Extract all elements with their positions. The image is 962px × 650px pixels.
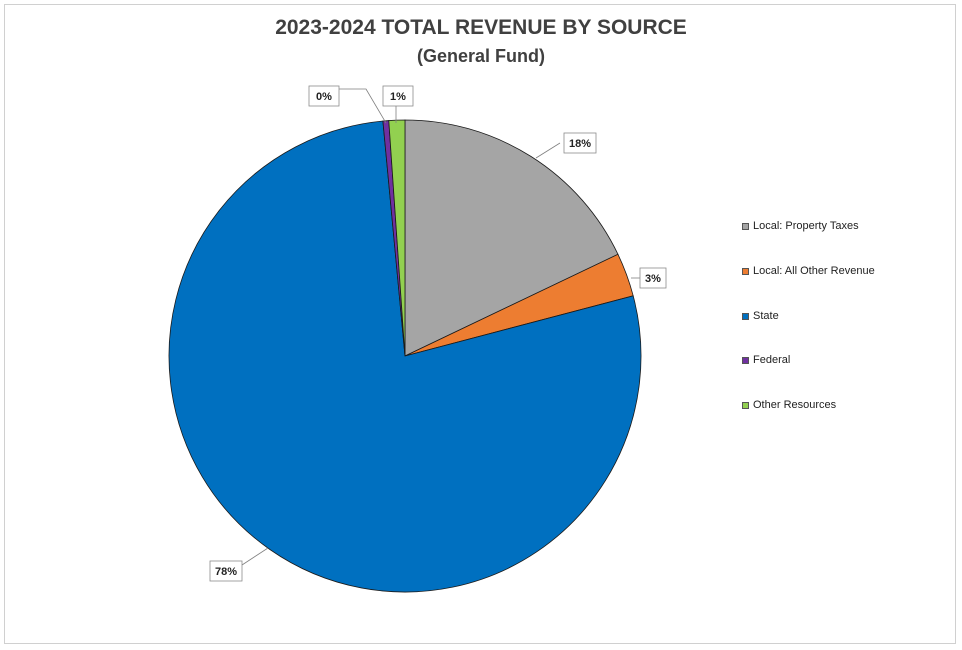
leader-line: [241, 547, 269, 566]
data-label: 0%: [316, 91, 332, 103]
chart-subtitle: (General Fund): [416, 46, 545, 66]
data-label-box: [382, 85, 414, 107]
legend-item-other-resources: Other Resources: [742, 399, 836, 411]
legend-label: Federal: [753, 354, 791, 366]
legend-swatch: [742, 401, 749, 409]
leader-line: [339, 88, 387, 124]
data-label-box: [308, 85, 340, 107]
legend-item-property-taxes: Local: Property Taxes: [742, 220, 859, 232]
pie-slice-local-property-taxes: [404, 119, 619, 357]
legend-item-state: State: [742, 310, 779, 322]
legend-swatch: [742, 267, 749, 275]
legend-label: Local: Property Taxes: [753, 220, 859, 232]
legend-label: Local: All Other Revenue: [753, 265, 875, 277]
data-label: 3%: [645, 273, 661, 285]
data-label: 18%: [569, 138, 591, 150]
data-label-box: [563, 132, 597, 154]
legend-item-federal: Federal: [742, 354, 790, 366]
legend-label: Other Resources: [753, 399, 837, 411]
data-label: 1%: [390, 91, 406, 103]
data-label-box: [639, 267, 667, 289]
legend-swatch: [742, 356, 749, 364]
pie-slice-state: [168, 120, 642, 593]
legend-swatch: [742, 222, 749, 230]
pie-slice-other-resources: [388, 119, 406, 357]
legend-item-other-local: Local: All Other Revenue: [742, 265, 875, 277]
data-label-box: [209, 560, 243, 582]
legend-label: State: [753, 310, 779, 322]
legend-swatch: [742, 312, 749, 320]
leader-line: [535, 142, 561, 159]
data-label: 78%: [215, 566, 237, 578]
chart-title: 2023-2024 TOTAL REVENUE BY SOURCE: [275, 16, 687, 39]
